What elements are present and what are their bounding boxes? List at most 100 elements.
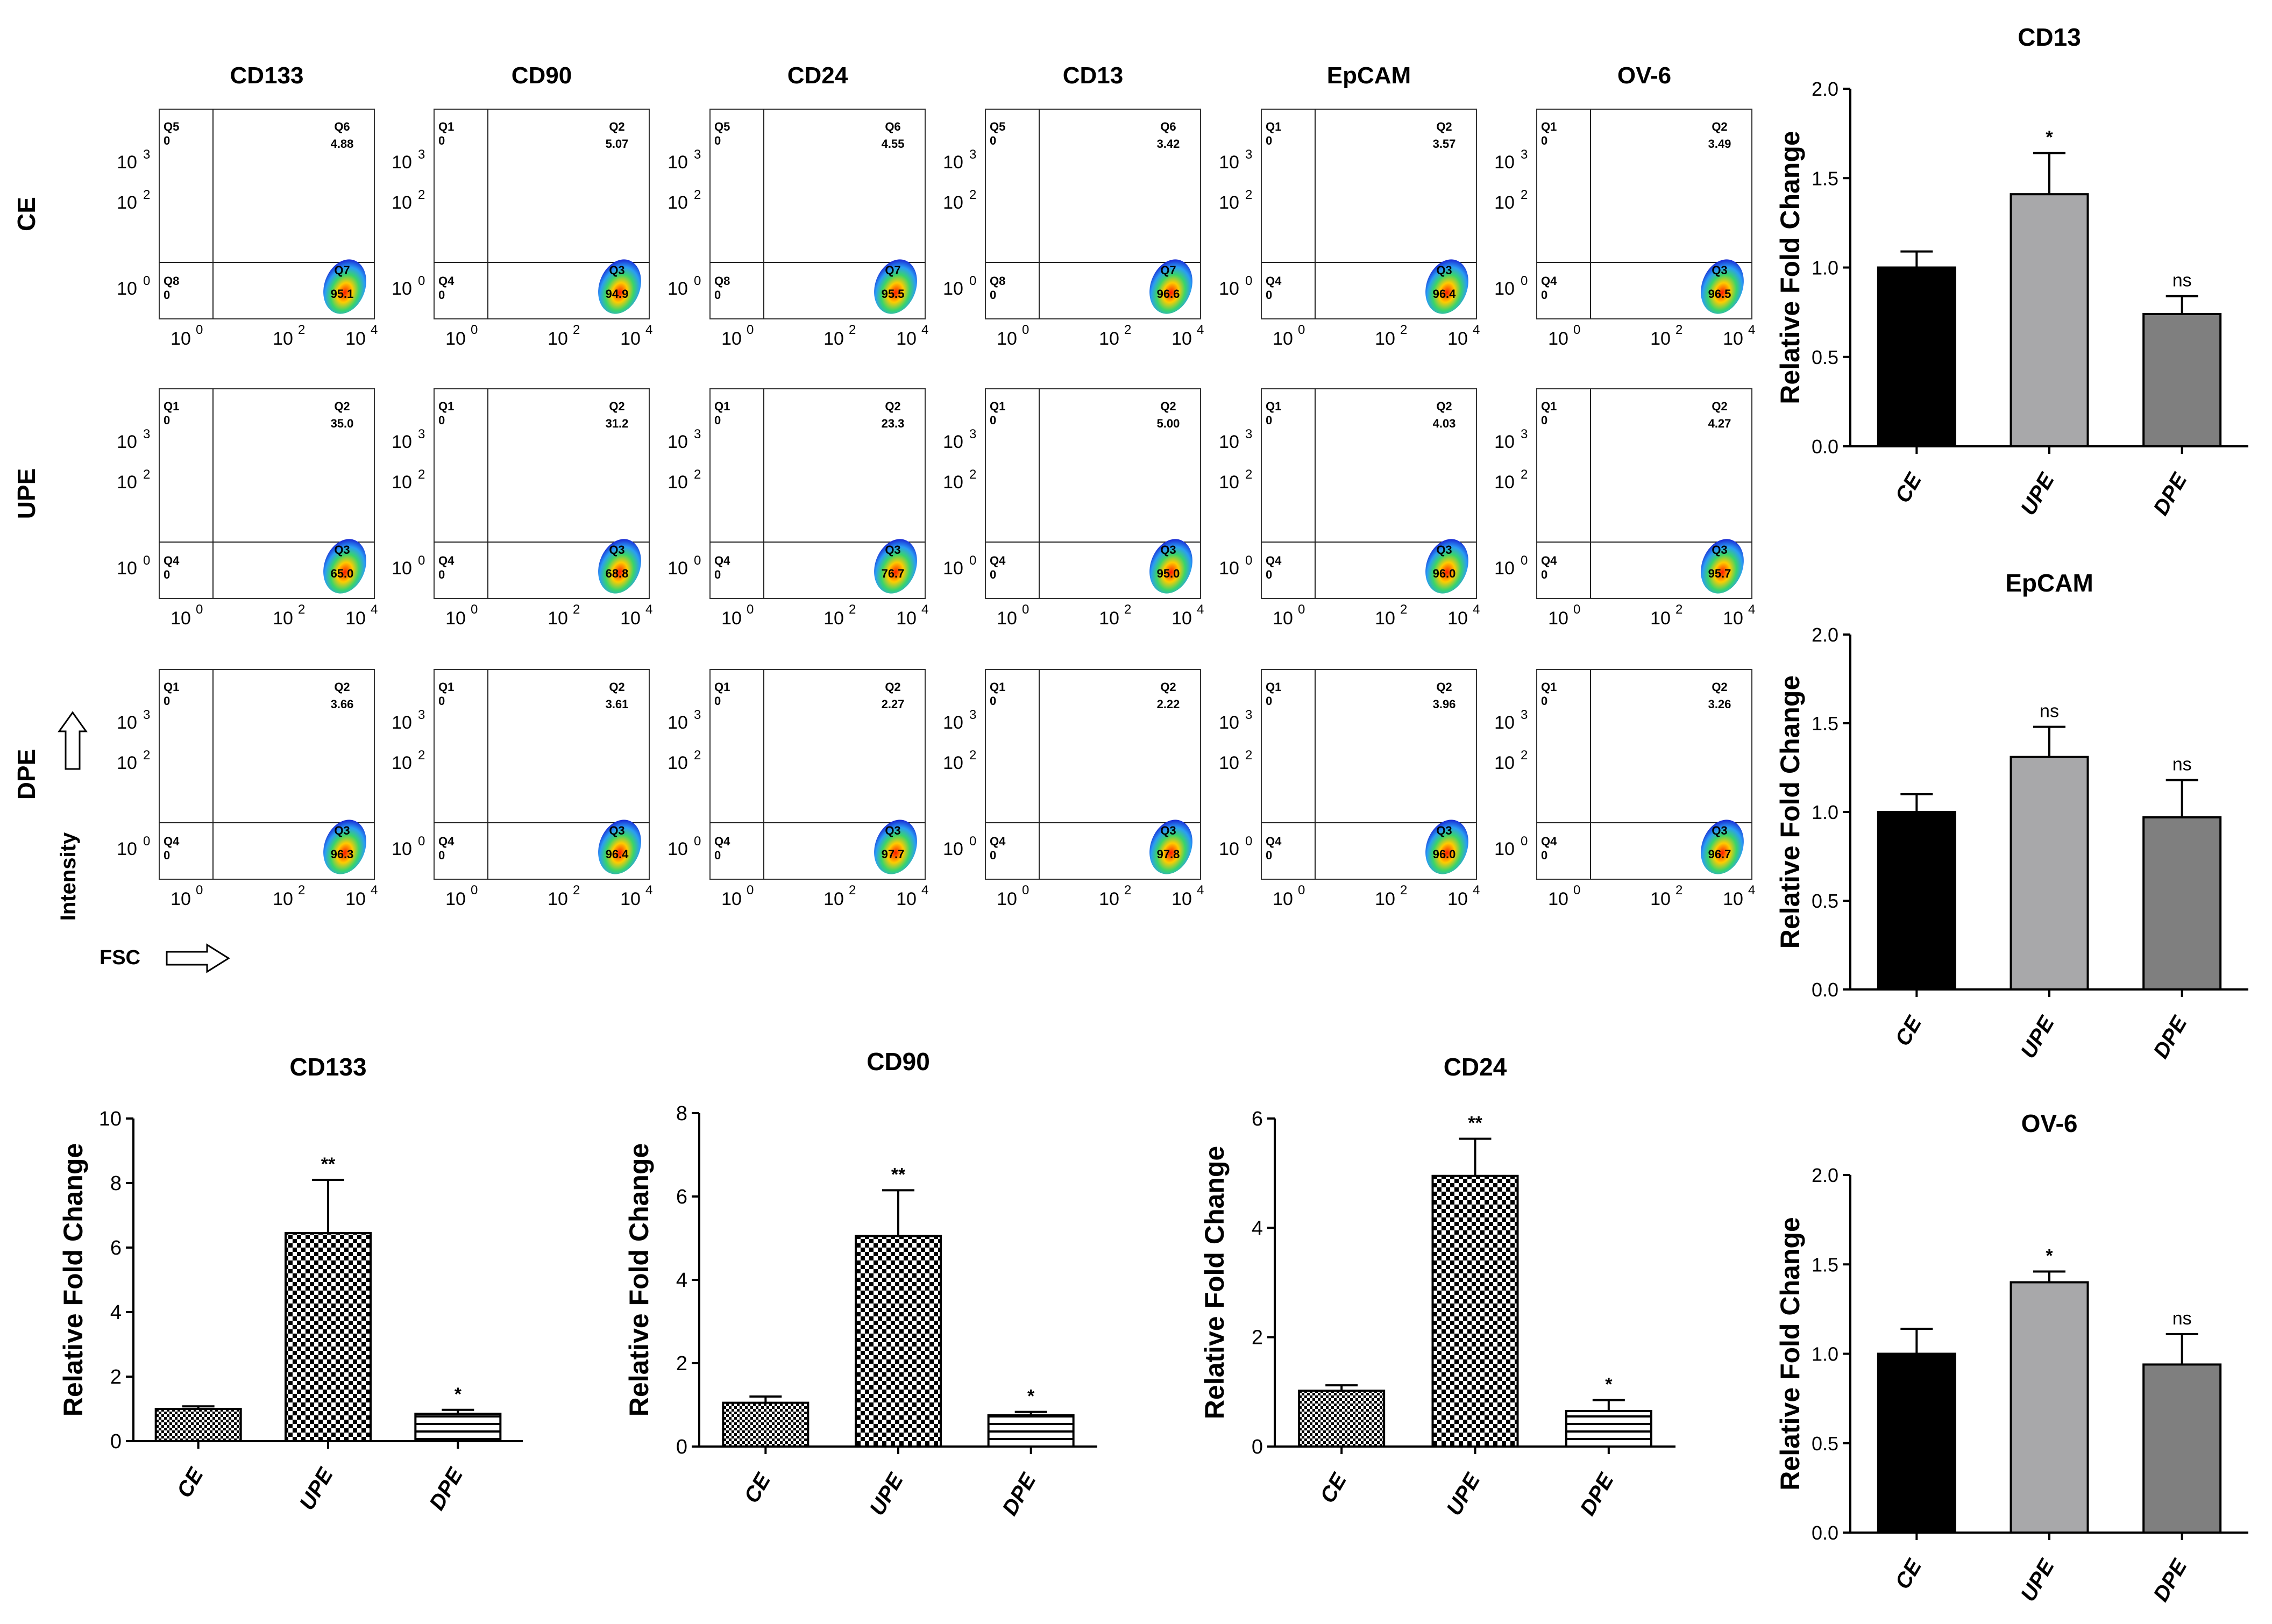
quadrant-value: 96.0	[1433, 847, 1456, 861]
x-tick-label: DPE	[425, 1463, 468, 1514]
quadrant-value: 23.3	[882, 417, 905, 430]
y-tick-exp: 0	[143, 834, 150, 849]
y-tick-base: 10	[668, 152, 688, 173]
x-tick-exp: 0	[1022, 602, 1029, 617]
x-tick-base: 10	[823, 329, 844, 349]
y-tick-exp: 0	[969, 274, 976, 288]
quadrant-value: 3.26	[1708, 697, 1731, 711]
x-tick-base: 10	[620, 608, 641, 629]
cell-cluster	[874, 820, 917, 874]
x-tick-exp: 0	[1298, 323, 1305, 337]
quadrant-label: Q2	[1436, 680, 1452, 694]
cell-cluster	[323, 259, 366, 314]
x-tick-exp: 4	[921, 323, 928, 337]
quadrant-label: Q2	[1712, 680, 1727, 694]
x-tick-base: 10	[273, 889, 293, 909]
y-tick-exp: 2	[1521, 467, 1528, 482]
bar-chart: EpCAM 0.0 0.5 1.0 1.5 2.0 Relative Fold Change…	[1775, 569, 2248, 1063]
marker-title: CD13	[1063, 62, 1124, 89]
x-tick-exp: 2	[849, 323, 856, 337]
quadrant-value: 95.1	[331, 287, 354, 301]
quadrant-label: Q3	[609, 263, 624, 277]
y-tick-exp: 0	[1245, 834, 1252, 849]
x-tick-base: 10	[620, 329, 641, 349]
quadrant-label: Q2	[1160, 680, 1176, 694]
x-tick-base: 10	[1650, 889, 1671, 909]
cell-cluster	[598, 259, 641, 314]
cell-cluster	[874, 259, 917, 314]
quadrant-label: Q4	[990, 554, 1006, 567]
x-tick-base: 10	[997, 608, 1017, 629]
y-tick-base: 10	[392, 472, 412, 493]
x-tick-base: 10	[1447, 889, 1468, 909]
significance-marker: ns	[2172, 1308, 2192, 1329]
y-tick-base: 10	[117, 753, 137, 773]
y-tick-exp: 2	[143, 467, 150, 482]
quadrant-label: Q3	[334, 824, 350, 837]
y-tick-label: 0.5	[1812, 1433, 1838, 1455]
quadrant-value: 0	[164, 288, 170, 302]
quadrant-label: Q4	[1541, 554, 1557, 567]
y-tick-base: 10	[668, 753, 688, 773]
x-tick-exp: 2	[573, 602, 580, 617]
quadrant-value: 0	[714, 414, 721, 427]
quadrant-label: Q3	[1712, 824, 1727, 837]
y-tick-exp: 3	[1245, 708, 1252, 722]
y-tick-base: 10	[117, 713, 137, 733]
quadrant-value: 0	[438, 288, 445, 302]
y-tick-base: 10	[1494, 839, 1515, 859]
x-tick-base: 10	[1548, 889, 1568, 909]
quadrant-label: Q3	[885, 543, 900, 557]
y-tick-label: 1.0	[1812, 801, 1838, 823]
y-tick-exp: 0	[1521, 274, 1528, 288]
x-tick-base: 10	[1723, 329, 1743, 349]
y-tick-exp: 3	[1521, 708, 1528, 722]
quadrant-value: 31.2	[606, 417, 629, 430]
quadrant-label: Q7	[885, 263, 900, 277]
bar	[987, 1414, 1075, 1448]
bar-chart: OV-6 0.0 0.5 1.0 1.5 2.0 Relative Fold Change C…	[1775, 1109, 2248, 1606]
x-tick-exp: 4	[1197, 323, 1204, 337]
x-tick-exp: 0	[747, 883, 754, 898]
quadrant-label: Q2	[609, 680, 624, 694]
x-tick-exp: 2	[849, 883, 856, 898]
bar	[1877, 811, 1956, 991]
y-tick-exp: 0	[418, 274, 425, 288]
quadrant-label: Q1	[1541, 120, 1557, 133]
quadrant-value: 97.8	[1157, 847, 1180, 861]
x-tick-base: 10	[548, 608, 568, 629]
x-tick-base: 10	[1650, 329, 1671, 349]
y-tick-label: 2.0	[1812, 624, 1838, 646]
y-tick-base: 10	[943, 472, 963, 493]
bar	[285, 1232, 372, 1442]
quadrant-label: Q3	[334, 543, 350, 557]
y-tick-exp: 3	[969, 427, 976, 441]
y-tick-base: 10	[1219, 193, 1239, 213]
quadrant-label: Q4	[714, 554, 730, 567]
y-tick-exp: 3	[694, 708, 701, 722]
quadrant-value: 68.8	[606, 567, 629, 580]
y-tick-exp: 2	[694, 748, 701, 763]
x-tick-base: 10	[345, 329, 366, 349]
cell-cluster	[323, 820, 366, 874]
marker-title: EpCAM	[1327, 62, 1411, 89]
quadrant-value: 0	[1266, 568, 1272, 581]
quadrant-label: Q1	[1541, 680, 1557, 694]
y-tick-base: 10	[1219, 713, 1239, 733]
cell-cluster	[1149, 820, 1192, 874]
quadrant-value: 96.7	[1708, 847, 1731, 861]
y-tick-exp: 3	[143, 427, 150, 441]
x-tick-exp: 2	[1400, 883, 1407, 898]
quadrant-value: 0	[438, 849, 445, 862]
y-tick-base: 10	[943, 753, 963, 773]
x-tick-label: UPE	[2017, 1555, 2060, 1605]
quadrant-label: Q2	[1712, 120, 1727, 133]
bar	[1431, 1174, 1519, 1448]
quadrant-value: 0	[164, 134, 170, 147]
row-label: DPE	[12, 749, 40, 800]
